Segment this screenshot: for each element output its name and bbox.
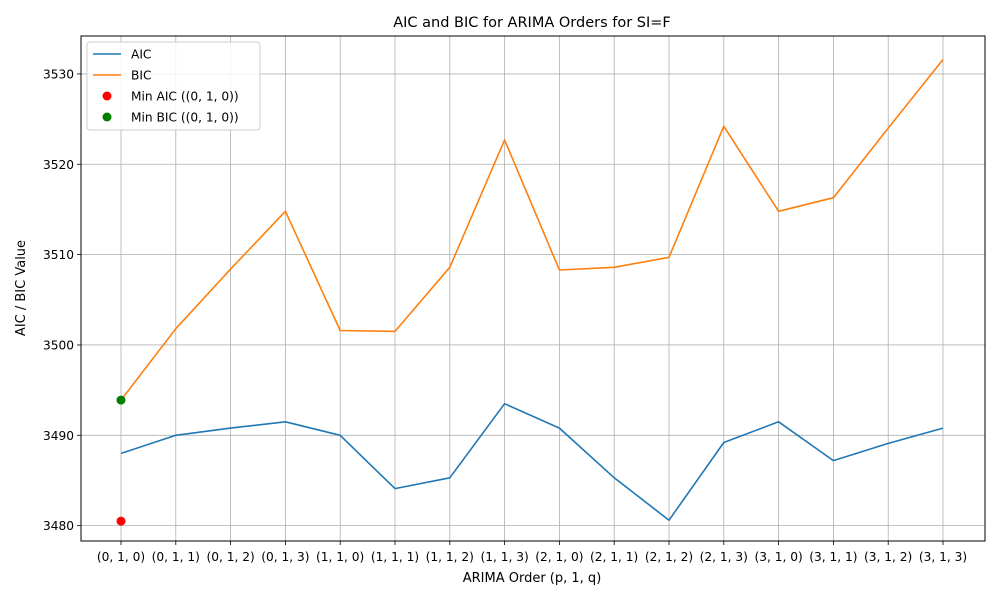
x-tick-label: (2, 1, 3) [700, 550, 748, 564]
legend-label: Min BIC ((0, 1, 0)) [131, 111, 239, 125]
x-tick-label: (3, 1, 2) [864, 550, 912, 564]
min-marker-bic [116, 395, 126, 405]
legend-swatch-min-aic [102, 91, 112, 101]
series-layer [120, 59, 944, 522]
legend-label: BIC [131, 69, 151, 83]
x-tick-label: (0, 1, 3) [261, 550, 309, 564]
marker-layer [116, 395, 126, 526]
x-tick-label: (1, 1, 3) [480, 550, 528, 564]
plot-frame [80, 35, 986, 542]
x-tick-label: (2, 1, 2) [645, 550, 693, 564]
x-tick-label: (3, 1, 0) [754, 550, 802, 564]
x-tick-label: (1, 1, 0) [316, 550, 364, 564]
legend: AIC BIC Min AIC ((0, 1, 0)) Min BIC ((0, 1,… [86, 41, 261, 131]
x-axis: (0, 1, 0) (0, 1, 1) (0, 1, 2) (0, 1, 3) (1, … [97, 541, 967, 564]
x-axis-label: ARIMA Order (p, 1, q) [463, 571, 602, 586]
x-tick-label: (0, 1, 2) [206, 550, 254, 564]
legend-label: Min AIC ((0, 1, 0)) [131, 90, 239, 104]
chart-title: AIC and BIC for ARIMA Orders for SI=F [393, 15, 671, 31]
y-tick-label: 3500 [43, 338, 74, 352]
y-axis: 3480 3490 3500 3510 3520 3530 [43, 67, 81, 533]
y-tick-label: 3530 [43, 67, 74, 81]
series-line-aic [120, 402, 944, 522]
y-tick-label: 3490 [43, 429, 74, 443]
x-tick-label: (0, 1, 0) [97, 550, 145, 564]
y-tick-label: 3520 [43, 158, 74, 172]
x-tick-label: (2, 1, 0) [535, 550, 583, 564]
legend-label: AIC [131, 48, 151, 62]
x-tick-label: (2, 1, 1) [590, 550, 638, 564]
y-tick-label: 3510 [43, 248, 74, 262]
x-tick-label: (0, 1, 1) [152, 550, 200, 564]
min-marker-aic [116, 516, 126, 526]
y-tick-label: 3480 [43, 519, 74, 533]
series-line-bic [120, 59, 944, 401]
legend-swatch-min-bic [102, 112, 112, 122]
x-tick-label: (3, 1, 1) [809, 550, 857, 564]
x-tick-label: (3, 1, 3) [919, 550, 967, 564]
y-axis-label: AIC / BIC Value [14, 240, 29, 336]
x-tick-label: (1, 1, 1) [371, 550, 419, 564]
x-tick-label: (1, 1, 2) [426, 550, 474, 564]
legend-box [86, 41, 261, 131]
